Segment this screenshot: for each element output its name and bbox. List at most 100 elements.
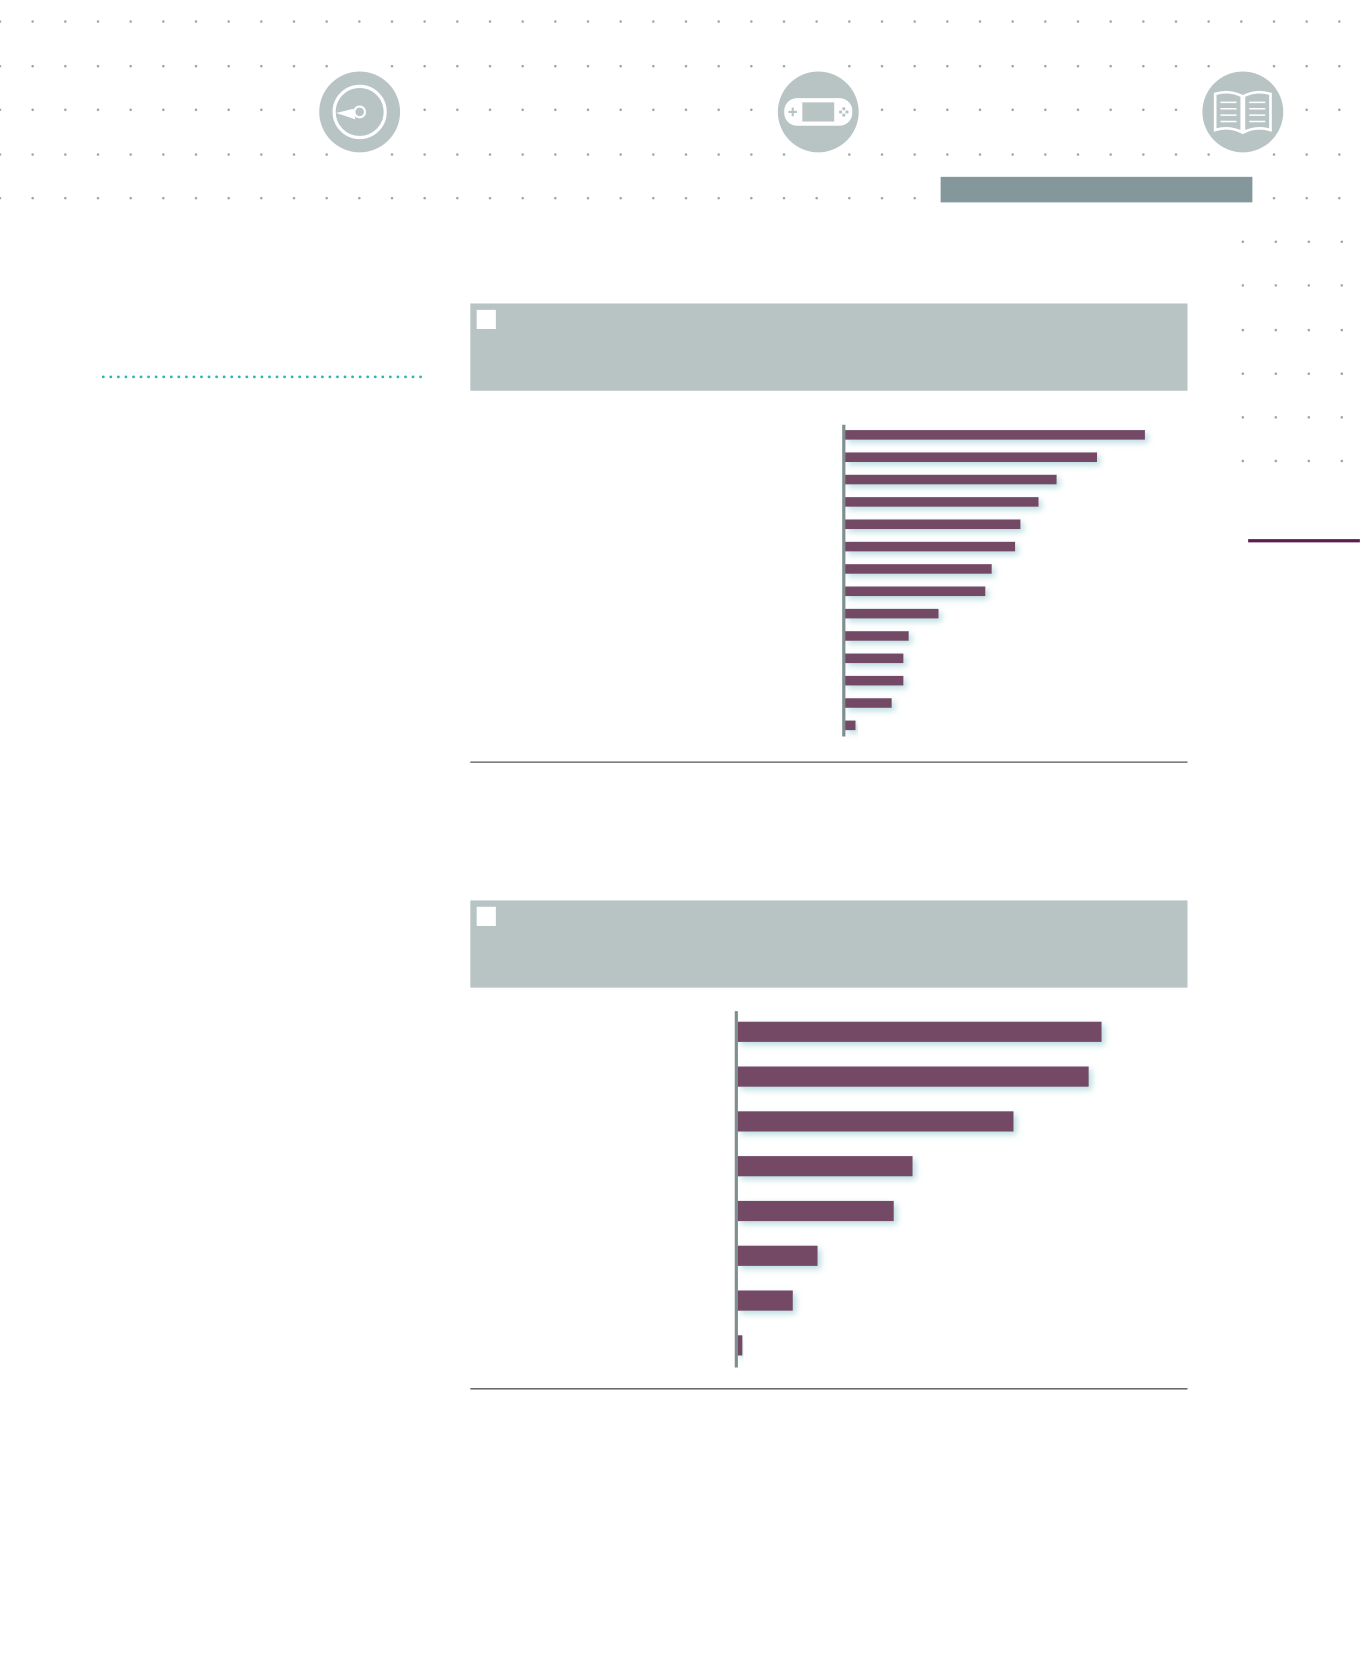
dot	[521, 64, 524, 68]
dot	[1044, 108, 1047, 112]
dot	[227, 108, 230, 112]
bar	[737, 1200, 894, 1222]
dot	[96, 64, 100, 68]
dot	[260, 153, 263, 156]
dot	[1307, 372, 1311, 375]
dot	[946, 108, 949, 112]
dot	[619, 20, 622, 23]
dot	[619, 196, 622, 200]
dot	[1240, 20, 1243, 23]
dot	[423, 196, 426, 200]
bar	[844, 631, 909, 641]
dot	[978, 20, 982, 23]
panel-marker	[476, 906, 496, 926]
dot	[1340, 284, 1344, 287]
dot	[1338, 196, 1341, 200]
dot	[129, 108, 132, 112]
dot	[292, 64, 296, 68]
dot	[31, 108, 34, 112]
dot	[652, 20, 655, 23]
dot	[129, 196, 132, 200]
dot	[423, 153, 426, 156]
dot	[1272, 64, 1276, 68]
dot	[1305, 108, 1308, 112]
dot	[1274, 372, 1278, 375]
dot	[717, 196, 720, 200]
dot	[325, 20, 328, 23]
dot	[96, 20, 100, 23]
bar	[844, 720, 856, 731]
bar	[844, 564, 992, 574]
dot	[227, 153, 230, 156]
dot	[1272, 20, 1276, 23]
dot	[586, 196, 590, 200]
dot	[292, 20, 296, 23]
dot	[1076, 20, 1080, 23]
dot	[64, 108, 67, 112]
dot	[1272, 153, 1276, 156]
dot	[1305, 20, 1308, 23]
dot	[292, 108, 296, 112]
dot	[913, 196, 916, 200]
dot	[456, 108, 459, 112]
dot	[96, 196, 100, 200]
panel-marker	[476, 309, 496, 330]
dot	[1011, 20, 1014, 23]
dot	[1307, 240, 1311, 244]
dot	[1241, 240, 1245, 244]
dot	[162, 20, 165, 23]
dot	[0, 153, 2, 156]
dot	[554, 196, 557, 200]
dot	[815, 196, 818, 200]
dot	[880, 20, 884, 23]
dot	[848, 20, 851, 23]
dot	[129, 20, 132, 23]
dot	[292, 196, 296, 200]
dot	[423, 64, 426, 68]
dot	[1274, 416, 1278, 419]
dot	[586, 153, 590, 156]
dot	[652, 64, 655, 68]
dot	[750, 64, 753, 68]
dot	[292, 153, 296, 156]
bar	[844, 608, 939, 619]
dot	[0, 20, 2, 23]
dot	[488, 108, 492, 112]
dot	[1109, 64, 1112, 68]
dot	[554, 108, 557, 112]
dot	[64, 64, 67, 68]
dot	[162, 108, 165, 112]
dot	[1307, 284, 1311, 287]
dot	[619, 108, 622, 112]
dot	[750, 20, 753, 23]
bar	[844, 698, 892, 708]
dot	[1274, 328, 1278, 332]
dot	[390, 20, 394, 23]
dot	[521, 196, 524, 200]
bar	[844, 541, 1016, 552]
dot	[96, 153, 100, 156]
dot	[1174, 108, 1178, 112]
dot	[1142, 64, 1145, 68]
dot	[194, 108, 198, 112]
bar	[737, 1111, 1014, 1132]
icon-book	[1202, 71, 1284, 153]
dot	[31, 20, 34, 23]
dot	[684, 64, 688, 68]
dot	[488, 64, 492, 68]
dot	[423, 20, 426, 23]
dot	[325, 196, 328, 200]
bar	[844, 497, 1039, 507]
dot	[1338, 64, 1341, 68]
dot	[880, 153, 884, 156]
dot	[1241, 372, 1245, 375]
dot	[390, 196, 394, 200]
dot	[390, 64, 394, 68]
dot	[554, 64, 557, 68]
dot	[260, 20, 263, 23]
dot	[1076, 153, 1080, 156]
dot	[0, 196, 2, 200]
dot	[1109, 108, 1112, 112]
dot	[815, 20, 818, 23]
dot	[1305, 196, 1308, 200]
